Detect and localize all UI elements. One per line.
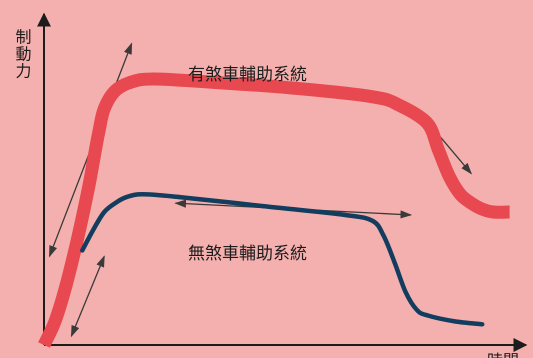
series-line-with-brake-assist	[38, 72, 510, 348]
y-axis-label: 制動力	[13, 29, 32, 80]
series-label-without-brake-assist: 無煞車輔助系統	[188, 244, 307, 264]
series-line-without-brake-assist	[80, 192, 485, 327]
series-label-with-brake-assist: 有煞車輔助系統	[188, 65, 307, 85]
x-axis-label: 時間	[487, 351, 519, 358]
series-lines	[38, 72, 510, 348]
double-arrow-2	[70, 255, 105, 338]
